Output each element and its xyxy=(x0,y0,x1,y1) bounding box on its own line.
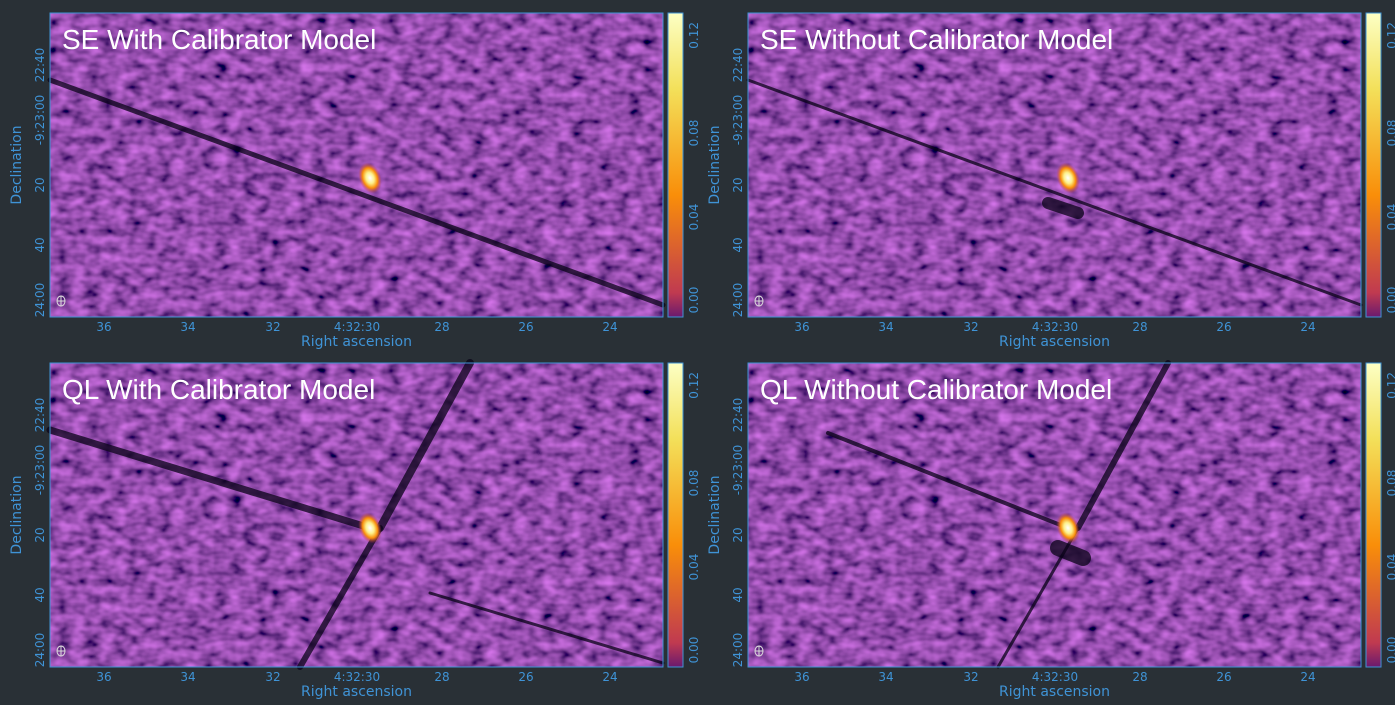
panel-title: SE Without Calibrator Model xyxy=(760,24,1113,55)
x-tick-label: 28 xyxy=(1132,670,1147,684)
colorbar-tick-label: 0.04 xyxy=(687,204,701,231)
x-tick-label: 24 xyxy=(1300,320,1315,334)
y-tick-label: 22:40 xyxy=(731,48,745,83)
x-tick-label: 28 xyxy=(434,670,449,684)
colorbar xyxy=(668,13,683,317)
image-noise xyxy=(50,363,663,667)
y-tick-label: 24:00 xyxy=(33,283,47,318)
x-tick-label: 24 xyxy=(1300,670,1315,684)
x-tick-label: 32 xyxy=(963,670,978,684)
x-tick-label: 4:32:30 xyxy=(334,670,380,684)
x-tick-label: 34 xyxy=(180,320,195,334)
image-panel: QL With Calibrator Model 36 34 32 4:32:30 28 2… xyxy=(9,363,701,700)
y-tick-label: 40 xyxy=(731,587,745,602)
x-tick-label: 32 xyxy=(963,320,978,334)
x-tick-label: 4:32:30 xyxy=(334,320,380,334)
y-tick-label: 20 xyxy=(731,177,745,192)
x-axis-label: Right ascension xyxy=(301,684,412,700)
x-tick-label: 28 xyxy=(434,320,449,334)
image-panel: SE Without Calibrator Model 36 34 32 4:32:30… xyxy=(707,13,1395,350)
viewer: SE With Calibrator Model 36 34 32 4:32:30 28 2… xyxy=(0,0,1395,705)
y-tick-label: 22:40 xyxy=(731,398,745,433)
x-tick-label: 36 xyxy=(794,320,809,334)
colorbar xyxy=(668,363,683,667)
colorbar-tick-label: 0.04 xyxy=(1385,204,1395,231)
colorbar-tick-label: 0.08 xyxy=(687,470,701,497)
x-axis-label: Right ascension xyxy=(999,684,1110,700)
y-tick-label: 22:40 xyxy=(33,48,47,83)
x-axis-label: Right ascension xyxy=(999,334,1110,350)
x-tick-label: 34 xyxy=(180,670,195,684)
colorbar-tick-label: 0.00 xyxy=(687,637,701,664)
colorbar-tick-label: 0.00 xyxy=(1385,287,1395,314)
x-tick-label: 36 xyxy=(96,670,111,684)
panel-title: QL Without Calibrator Model xyxy=(760,374,1112,405)
panel-title: SE With Calibrator Model xyxy=(62,24,376,55)
colorbar-tick-label: 0.04 xyxy=(1385,554,1395,581)
x-tick-label: 26 xyxy=(1216,670,1231,684)
colorbar-tick-label: 0.08 xyxy=(1385,120,1395,147)
colorbar-tick-label: 0.08 xyxy=(1385,470,1395,497)
y-tick-label: 40 xyxy=(731,237,745,252)
y-tick-label: 20 xyxy=(33,177,47,192)
x-tick-label: 26 xyxy=(1216,320,1231,334)
y-tick-label: 24:00 xyxy=(731,283,745,318)
y-axis-label: Declination xyxy=(9,475,25,554)
y-tick-label: 24:00 xyxy=(33,633,47,668)
x-tick-label: 32 xyxy=(265,320,280,334)
y-tick-label: -9:23:00 xyxy=(731,445,745,496)
y-tick-label: 40 xyxy=(33,237,47,252)
y-tick-label: 24:00 xyxy=(731,633,745,668)
colorbar-tick-label: 0.08 xyxy=(687,120,701,147)
colorbar-tick-label: 0.12 xyxy=(1385,372,1395,399)
x-tick-label: 28 xyxy=(1132,320,1147,334)
y-tick-label: -9:23:00 xyxy=(731,95,745,146)
y-axis-label: Declination xyxy=(9,125,25,204)
y-tick-label: 20 xyxy=(731,527,745,542)
x-tick-label: 4:32:30 xyxy=(1032,670,1078,684)
y-tick-label: -9:23:00 xyxy=(33,445,47,496)
colorbar-tick-label: 0.00 xyxy=(1385,637,1395,664)
x-axis-label: Right ascension xyxy=(301,334,412,350)
colorbar-tick-label: 0.12 xyxy=(687,372,701,399)
y-tick-label: 40 xyxy=(33,587,47,602)
image-noise xyxy=(748,363,1361,667)
colorbar xyxy=(1366,13,1381,317)
panel-title: QL With Calibrator Model xyxy=(62,374,375,405)
x-tick-label: 26 xyxy=(518,320,533,334)
y-tick-label: 20 xyxy=(33,527,47,542)
x-tick-label: 34 xyxy=(878,670,893,684)
x-tick-label: 4:32:30 xyxy=(1032,320,1078,334)
x-tick-label: 24 xyxy=(602,320,617,334)
y-axis-label: Declination xyxy=(707,125,723,204)
image-panel: QL Without Calibrator Model 36 34 32 4:32:30… xyxy=(707,363,1395,700)
y-tick-label: -9:23:00 xyxy=(33,95,47,146)
x-tick-label: 26 xyxy=(518,670,533,684)
colorbar-tick-label: 0.12 xyxy=(1385,22,1395,49)
x-tick-label: 24 xyxy=(602,670,617,684)
image-panel: SE With Calibrator Model 36 34 32 4:32:30 28 2… xyxy=(9,13,701,350)
image-grid: SE With Calibrator Model 36 34 32 4:32:30 28 2… xyxy=(0,0,1395,705)
y-axis-label: Declination xyxy=(707,475,723,554)
colorbar xyxy=(1366,363,1381,667)
colorbar-tick-label: 0.00 xyxy=(687,287,701,314)
colorbar-tick-label: 0.12 xyxy=(687,22,701,49)
x-tick-label: 34 xyxy=(878,320,893,334)
x-tick-label: 32 xyxy=(265,670,280,684)
y-tick-label: 22:40 xyxy=(33,398,47,433)
x-tick-label: 36 xyxy=(96,320,111,334)
colorbar-tick-label: 0.04 xyxy=(687,554,701,581)
x-tick-label: 36 xyxy=(794,670,809,684)
